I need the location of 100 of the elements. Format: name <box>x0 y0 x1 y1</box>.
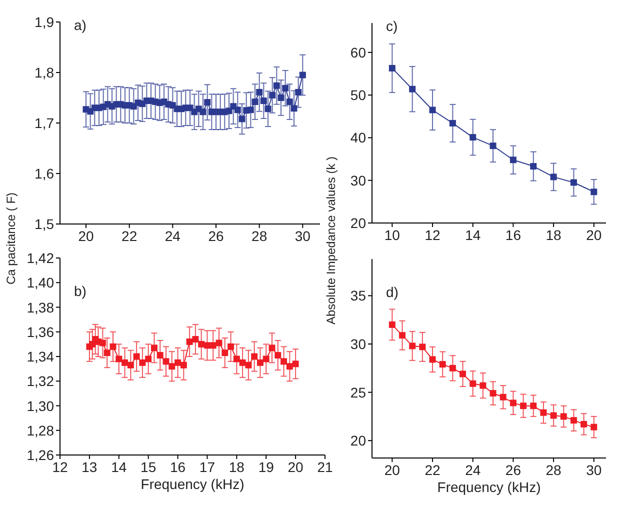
point <box>228 343 234 350</box>
point <box>409 342 416 350</box>
point <box>216 340 222 346</box>
point <box>262 356 270 362</box>
x-axis-title: Frequency (kHz) <box>140 476 244 492</box>
point <box>540 409 547 416</box>
y-tick-label: 1,38 <box>26 299 54 316</box>
point <box>510 156 516 164</box>
y-tick-label: 25 <box>350 384 366 400</box>
y-tick-label: 30 <box>350 336 366 352</box>
point <box>210 342 216 349</box>
point <box>580 420 588 428</box>
point <box>256 88 263 96</box>
y-tick-label: 40 <box>350 130 366 146</box>
x-tick-label: 26 <box>208 228 224 244</box>
point <box>560 413 567 420</box>
y-tick-label: 50 <box>350 87 366 104</box>
point <box>490 142 496 150</box>
point <box>490 390 496 397</box>
point <box>274 352 282 359</box>
x-tick-label: 19 <box>258 459 274 475</box>
x-tick-label: 12 <box>424 227 441 243</box>
point <box>239 359 246 366</box>
x-tick-label: 10 <box>384 227 400 243</box>
x-axis-title: Frequency (kHz) <box>437 479 541 495</box>
point <box>180 362 187 368</box>
y-tick-label: 1,30 <box>26 398 54 414</box>
x-tick-label: 24 <box>465 462 481 478</box>
point <box>449 120 456 126</box>
point <box>162 358 170 365</box>
point <box>286 363 293 370</box>
x-tick-label: 16 <box>170 459 186 475</box>
x-tick-label: 20 <box>384 462 400 478</box>
y-tick-label: 20 <box>350 432 366 449</box>
point <box>550 412 557 419</box>
point <box>238 116 246 122</box>
point <box>282 84 289 92</box>
point <box>260 98 267 104</box>
point <box>550 174 557 180</box>
point <box>204 99 211 106</box>
x-tick-label: 15 <box>140 459 156 475</box>
y-axis-title: Absolute Impedance values (k ) <box>324 156 338 325</box>
x-tick-label: 18 <box>228 459 245 475</box>
point <box>480 382 486 389</box>
point <box>145 356 152 362</box>
point <box>399 332 406 339</box>
point <box>273 82 280 89</box>
point <box>198 340 205 348</box>
point <box>127 362 134 368</box>
point <box>299 72 306 78</box>
x-tick-label: 12 <box>52 459 68 475</box>
y-tick-label: 1,32 <box>26 373 54 390</box>
y-tick-label: 30 <box>350 172 366 188</box>
x-tick-label: 22 <box>424 462 441 478</box>
point <box>233 356 240 362</box>
x-tick-label: 14 <box>465 227 481 243</box>
point <box>174 359 182 366</box>
point <box>168 363 176 370</box>
point <box>192 336 199 343</box>
y-tick-label: 1,40 <box>26 274 54 291</box>
point <box>268 344 276 352</box>
x-tick-label: 14 <box>111 459 127 475</box>
point <box>520 402 527 410</box>
point <box>186 338 193 345</box>
x-tick-label: 26 <box>505 462 522 478</box>
point <box>122 359 128 366</box>
point <box>269 92 276 98</box>
point <box>264 106 272 112</box>
point <box>286 98 293 106</box>
point <box>590 424 598 430</box>
x-tick-label: 18 <box>546 227 562 243</box>
point <box>570 417 577 424</box>
point <box>204 342 210 349</box>
point <box>280 358 288 365</box>
point <box>133 353 140 360</box>
point <box>590 188 598 196</box>
x-tick-label: 22 <box>122 228 138 244</box>
point <box>429 356 436 363</box>
x-tick-label: 30 <box>294 228 311 244</box>
point <box>252 98 258 106</box>
point <box>570 179 577 186</box>
annotation: a) <box>74 17 86 33</box>
x-tick-label: 20 <box>78 228 94 244</box>
point <box>222 350 228 356</box>
y-tick-label: 1,7 <box>34 115 54 131</box>
x-tick-label: 20 <box>586 227 602 243</box>
y-tick-label: 20 <box>350 215 366 231</box>
point <box>439 361 446 368</box>
point <box>510 400 516 406</box>
y-tick-label: 1,34 <box>26 348 54 364</box>
point <box>278 94 284 101</box>
point <box>251 353 258 360</box>
x-tick-label: 28 <box>252 228 268 244</box>
x-tick-label: 17 <box>199 459 216 475</box>
point <box>139 359 146 366</box>
point <box>470 380 476 387</box>
y-tick-label: 1,6 <box>34 166 54 182</box>
x-tick-label: 20 <box>288 459 304 475</box>
point <box>99 340 106 346</box>
point <box>150 344 158 352</box>
